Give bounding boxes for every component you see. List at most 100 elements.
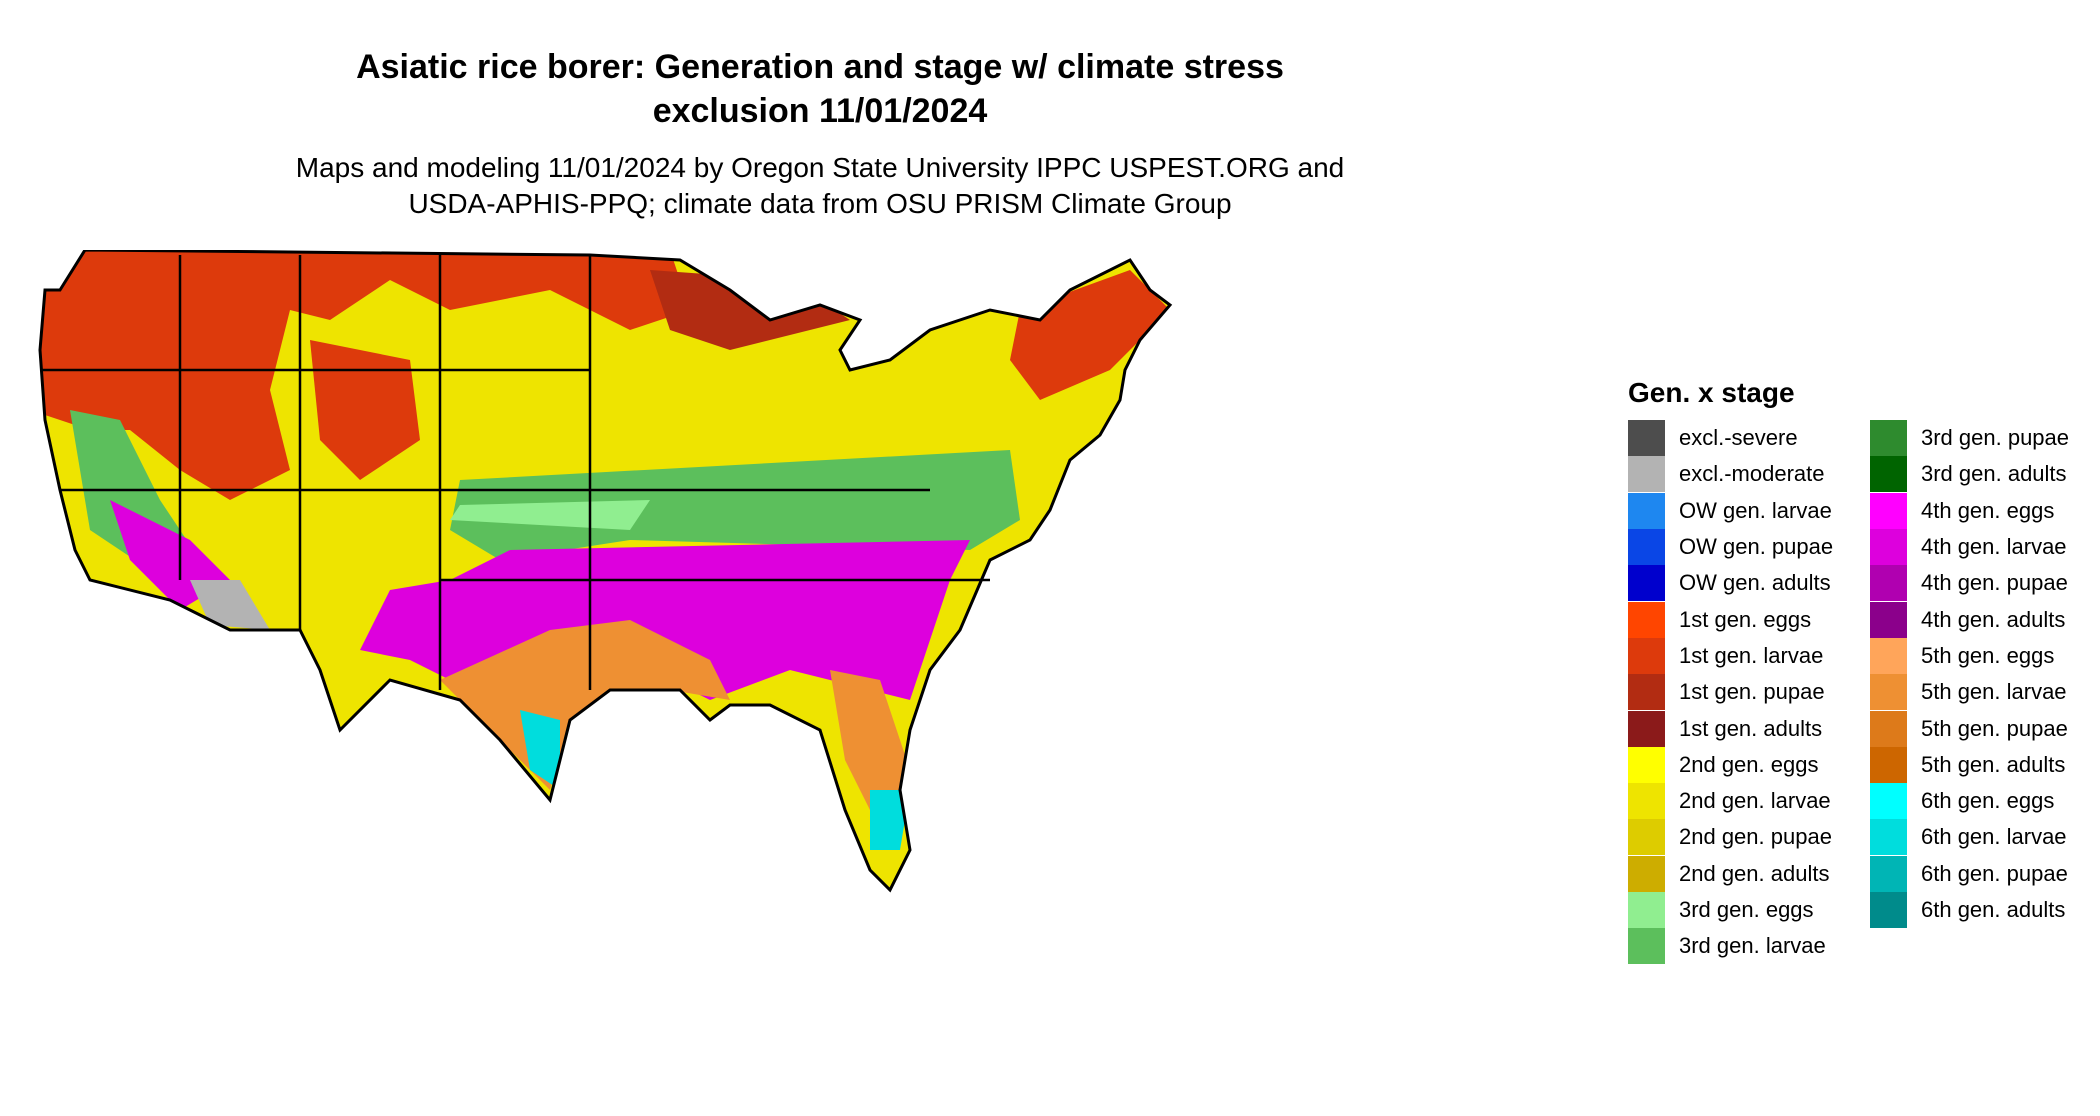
stage-region-excl-moderate-arizona	[190, 580, 270, 630]
legend-item: 1st gen. eggs	[1628, 601, 1850, 638]
legend-item: 3rd gen. larvae	[1628, 928, 1850, 965]
legend-item: 4th gen. adults	[1870, 601, 2092, 638]
legend-label: 3rd gen. eggs	[1679, 897, 1814, 922]
legend-swatch	[1628, 819, 1665, 856]
legend: Gen. x stage excl.-severe excl.-moderate O…	[1628, 376, 2098, 965]
legend-swatch	[1628, 746, 1665, 783]
legend-item: 2nd gen. larvae	[1628, 783, 1850, 820]
legend-item: 5th gen. eggs	[1870, 637, 2092, 674]
legend-label: 1st gen. adults	[1679, 715, 1823, 741]
legend-item: 3rd gen. eggs	[1628, 892, 1850, 928]
legend-label: 1st gen. eggs	[1679, 606, 1812, 632]
legend-label: excl.-severe	[1679, 425, 1798, 451]
legend-item: 6th gen. eggs	[1870, 783, 2092, 820]
legend-item: 2nd gen. pupae	[1628, 819, 1850, 856]
us-stage-map	[38, 250, 1173, 893]
legend-swatch	[1870, 892, 1907, 928]
legend-column-2: 3rd gen. pupae 3rd gen. adults 4th gen. eg…	[1870, 420, 2092, 964]
legend-swatch	[1628, 565, 1665, 602]
legend-swatch	[1870, 637, 1907, 674]
legend-item: OW gen. adults	[1628, 565, 1850, 602]
legend-title: Gen. x stage	[1628, 377, 1795, 408]
us-outline	[38, 250, 1173, 893]
legend-item: excl.-severe	[1628, 420, 1850, 457]
legend-swatch	[1870, 855, 1907, 892]
state-boundaries	[40, 255, 990, 690]
title-line-2: exclusion 11/01/2024	[652, 92, 988, 130]
legend-item: 1st gen. adults	[1628, 710, 1850, 747]
legend-swatch	[1870, 529, 1907, 566]
legend-label: OW gen. pupae	[1679, 534, 1834, 560]
legend-swatch	[1870, 746, 1907, 783]
legend-label: 2nd gen. adults	[1679, 860, 1830, 886]
legend-label: 4th gen. pupae	[1921, 570, 2068, 596]
legend-swatch	[1870, 420, 1907, 457]
legend-item: 2nd gen. eggs	[1628, 746, 1850, 783]
legend-item: OW gen. larvae	[1628, 492, 1850, 529]
legend-item: 6th gen. larvae	[1870, 819, 2092, 856]
legend-swatch	[1870, 710, 1907, 747]
subtitle-line-2: USDA-APHIS-PPQ; climate data from OSU PR…	[408, 188, 1232, 219]
legend-item: 4th gen. pupae	[1870, 565, 2092, 602]
legend-item: 4th gen. larvae	[1870, 529, 2092, 566]
legend-swatch	[1870, 783, 1907, 820]
legend-column-1: excl.-severe excl.-moderate OW gen. larvae…	[1628, 420, 1850, 965]
legend-swatch	[1870, 565, 1907, 602]
legend-item: 4th gen. eggs	[1870, 492, 2092, 529]
legend-item: 3rd gen. adults	[1870, 456, 2092, 493]
subtitle-line-1: Maps and modeling 11/01/2024 by Oregon S…	[295, 152, 1345, 183]
stage-region-1st-larvae-west	[40, 250, 690, 500]
stage-region-6th-larvae-florida	[870, 790, 910, 850]
legend-label: 3rd gen. pupae	[1921, 425, 2070, 451]
title-line-1: Asiatic rice borer: Generation and stage…	[356, 48, 1284, 86]
legend-label: 1st gen. larvae	[1679, 642, 1824, 668]
legend-swatch	[1628, 529, 1665, 566]
legend-label: 2nd gen. larvae	[1679, 788, 1831, 814]
legend-swatch	[1628, 601, 1665, 638]
legend-swatch	[1628, 855, 1665, 892]
stage-region-3rd-eggs-band	[450, 500, 650, 530]
legend-swatch	[1870, 819, 1907, 856]
legend-swatch	[1628, 456, 1665, 493]
legend-label: 2nd gen. eggs	[1679, 751, 1819, 777]
legend-label: OW gen. larvae	[1679, 497, 1832, 523]
legend-item: 5th gen. larvae	[1870, 674, 2092, 711]
legend-label: 5th gen. larvae	[1921, 679, 2067, 705]
legend-swatch	[1628, 710, 1665, 747]
legend-swatch	[1628, 492, 1665, 529]
map-subtitle: Maps and modeling 11/01/2024 by Oregon S…	[110, 150, 1530, 222]
legend-item: 5th gen. pupae	[1870, 710, 2092, 747]
legend-item: 5th gen. adults	[1870, 746, 2092, 783]
legend-label: 6th gen. larvae	[1921, 824, 2067, 850]
map-title: Asiatic rice borer: Generation and stage…	[110, 45, 1530, 133]
legend-swatch	[1870, 674, 1907, 711]
legend-swatch	[1628, 420, 1665, 457]
stage-region-1st-larvae-rockies	[310, 340, 420, 480]
legend-label: 2nd gen. pupae	[1679, 824, 1832, 850]
stage-fill-layer	[40, 250, 1170, 890]
stage-region-5th-larvae-gulf	[440, 620, 730, 790]
legend-swatch	[1870, 456, 1907, 493]
legend-item: 1st gen. pupae	[1628, 674, 1850, 711]
legend-label: 4th gen. larvae	[1921, 534, 2067, 560]
legend-label: 3rd gen. larvae	[1679, 933, 1826, 959]
legend-label: 3rd gen. adults	[1921, 461, 2067, 487]
legend-swatch	[1628, 892, 1665, 928]
legend-label: OW gen. adults	[1679, 570, 1831, 596]
legend-label: 6th gen. pupae	[1921, 860, 2068, 886]
legend-item: 6th gen. pupae	[1870, 855, 2092, 892]
legend-label: 1st gen. pupae	[1679, 679, 1825, 705]
legend-swatch	[1628, 637, 1665, 674]
legend-item: excl.-moderate	[1628, 456, 1850, 493]
legend-label: 4th gen. adults	[1921, 606, 2066, 632]
legend-label: 4th gen. eggs	[1921, 497, 2055, 523]
legend-item: 2nd gen. adults	[1628, 855, 1850, 892]
legend-swatch	[1870, 601, 1907, 638]
legend-swatch	[1870, 492, 1907, 529]
legend-label: 5th gen. eggs	[1921, 642, 2055, 668]
legend-swatch	[1628, 783, 1665, 820]
legend-label: excl.-moderate	[1679, 461, 1825, 487]
legend-item: OW gen. pupae	[1628, 529, 1850, 566]
legend-swatch	[1628, 674, 1665, 711]
legend-item: 6th gen. adults	[1870, 892, 2092, 928]
